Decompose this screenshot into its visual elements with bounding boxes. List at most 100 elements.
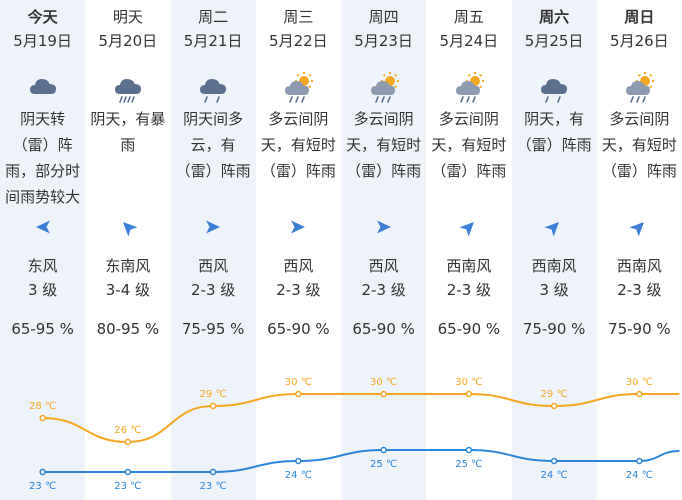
humidity-label: 75-95 % bbox=[181, 320, 245, 338]
sun-cloud-rain-icon bbox=[452, 70, 486, 104]
day-label: 周二 bbox=[198, 8, 229, 26]
low-temp-label: 24 ℃ bbox=[626, 470, 653, 481]
weather-description: 阴天，有（雷）阵雨 bbox=[516, 110, 592, 154]
high-temp-label: 29 ℃ bbox=[200, 389, 227, 400]
low-temp-point bbox=[39, 468, 46, 476]
low-temp-label: 25 ℃ bbox=[455, 459, 482, 470]
date-label: 5月26日 bbox=[610, 32, 669, 50]
day-label: 周四 bbox=[368, 8, 399, 26]
day-label: 周三 bbox=[283, 8, 314, 26]
wind-arrow-southwest-icon bbox=[629, 218, 648, 237]
weather-description: 多云间阴天，有短时（雷）阵雨 bbox=[346, 110, 422, 180]
high-temp-line bbox=[42, 392, 680, 444]
wind-arrow-east-icon bbox=[34, 218, 52, 236]
high-temp-point bbox=[124, 438, 132, 446]
rain-icon bbox=[537, 70, 571, 104]
sun-cloud-rain-icon bbox=[281, 70, 315, 104]
low-temp-point bbox=[636, 457, 643, 465]
day-label: 周五 bbox=[453, 8, 484, 26]
low-temp-label: 24 ℃ bbox=[285, 470, 312, 481]
high-temp-point bbox=[636, 390, 643, 398]
humidity-label: 75-90 % bbox=[608, 320, 671, 338]
day-column-3: 周三 5月22日 多云间阴天，有短时（雷）阵雨 西风 2-3 级 65-90 % bbox=[256, 0, 341, 500]
day-column-0: 今天 5月19日 阴天转（雷）阵雨，部分时间雨势较大 东风 3 级 65-95 … bbox=[0, 0, 86, 500]
date-label: 5月19日 bbox=[13, 32, 72, 50]
low-temp-label: 23 ℃ bbox=[114, 481, 141, 492]
rain-icon bbox=[196, 70, 230, 104]
high-temp-label: 30 ℃ bbox=[370, 377, 397, 388]
weather-description: 多云间阴天，有短时（雷）阵雨 bbox=[260, 110, 336, 180]
humidity-label: 75-90 % bbox=[522, 320, 586, 338]
weather-description: 多云间阴天，有短时（雷）阵雨 bbox=[601, 110, 677, 180]
high-temp-point bbox=[39, 414, 46, 422]
high-temp-label: 30 ℃ bbox=[455, 377, 482, 388]
wind-level-label: 3-4 级 bbox=[105, 281, 151, 299]
wind-level-label: 2-3 级 bbox=[361, 281, 406, 299]
wind-arrow-southwest-icon bbox=[459, 218, 478, 237]
humidity-label: 65-95 % bbox=[11, 320, 74, 338]
wind-direction-label: 西风 bbox=[198, 257, 229, 275]
day-column-6: 周六 5月25日 阴天，有（雷）阵雨 西南风 3 级 75-90 % bbox=[511, 0, 597, 500]
high-temp-label: 30 ℃ bbox=[626, 377, 653, 388]
sun-cloud-rain-icon bbox=[367, 70, 401, 104]
day-label: 明天 bbox=[112, 8, 143, 26]
high-temp-label: 29 ℃ bbox=[541, 389, 568, 400]
wind-direction-label: 西风 bbox=[283, 257, 314, 275]
low-temp-label: 23 ℃ bbox=[200, 481, 227, 492]
humidity-label: 80-95 % bbox=[96, 320, 160, 338]
low-temp-point bbox=[295, 457, 302, 465]
low-temp-point bbox=[380, 446, 387, 454]
high-temp-point bbox=[209, 402, 217, 410]
date-label: 5月21日 bbox=[183, 32, 243, 50]
high-temp-point bbox=[465, 390, 473, 398]
wind-level-label: 2-3 级 bbox=[190, 281, 236, 299]
sun-cloud-rain-icon bbox=[622, 70, 656, 104]
humidity-label: 65-90 % bbox=[437, 320, 501, 338]
wind-level-label: 3 级 bbox=[27, 281, 58, 299]
humidity-label: 65-90 % bbox=[267, 320, 330, 338]
date-label: 5月24日 bbox=[439, 32, 499, 50]
weather-description: 多云间阴天，有短时（雷）阵雨 bbox=[431, 110, 507, 180]
high-temp-label: 30 ℃ bbox=[285, 377, 312, 388]
wind-level-label: 3 级 bbox=[539, 281, 569, 299]
wind-direction-label: 东风 bbox=[27, 257, 58, 275]
day-label: 今天 bbox=[27, 8, 58, 26]
low-temp-point bbox=[550, 457, 558, 465]
low-temp-line bbox=[42, 448, 680, 474]
low-temp-point bbox=[465, 446, 473, 454]
wind-level-label: 2-3 级 bbox=[446, 281, 492, 299]
day-label: 周日 bbox=[624, 8, 655, 26]
wind-direction-label: 西风 bbox=[368, 257, 399, 275]
weather-description: 阴天间多云，有（雷）阵雨 bbox=[175, 110, 251, 180]
low-temp-label: 25 ℃ bbox=[370, 459, 397, 470]
wind-arrow-southeast-icon bbox=[119, 218, 138, 237]
wind-level-label: 2-3 级 bbox=[617, 281, 662, 299]
low-temp-label: 24 ℃ bbox=[541, 470, 568, 481]
day-column-4: 周四 5月23日 多云间阴天，有短时（雷）阵雨 西风 2-3 级 65-90 % bbox=[341, 0, 427, 500]
high-temp-label: 28 ℃ bbox=[29, 401, 56, 412]
date-label: 5月25日 bbox=[524, 32, 584, 50]
wind-level-label: 2-3 级 bbox=[276, 281, 321, 299]
wind-arrow-west-icon bbox=[204, 218, 222, 236]
high-temp-point bbox=[550, 402, 558, 410]
weather-description: 阴天转（雷）阵雨，部分时间雨势较大 bbox=[5, 110, 81, 206]
high-temp-point bbox=[380, 390, 387, 398]
day-column-2: 周二 5月21日 阴天间多云，有（雷）阵雨 西风 2-3 级 75-95 % bbox=[170, 0, 256, 500]
wind-arrow-west-icon bbox=[289, 218, 307, 236]
weather-description: 阴天，有暴雨 bbox=[90, 110, 166, 154]
wind-arrow-southwest-icon bbox=[544, 218, 563, 237]
high-temp-label: 26 ℃ bbox=[114, 425, 141, 436]
day-label: 周六 bbox=[539, 8, 570, 26]
day-column-7: 周日 5月26日 多云间阴天，有短时（雷）阵雨 西南风 2-3 级 75-90 … bbox=[597, 0, 682, 500]
low-temp-label: 23 ℃ bbox=[29, 481, 56, 492]
wind-direction-label: 西南风 bbox=[531, 257, 577, 275]
humidity-label: 65-90 % bbox=[352, 320, 415, 338]
high-temp-point bbox=[295, 390, 302, 398]
wind-direction-label: 东南风 bbox=[105, 257, 151, 275]
overcast-rain-icon bbox=[26, 70, 60, 104]
wind-direction-label: 西南风 bbox=[616, 257, 662, 275]
date-label: 5月23日 bbox=[354, 32, 413, 50]
wind-direction-label: 西南风 bbox=[446, 257, 492, 275]
